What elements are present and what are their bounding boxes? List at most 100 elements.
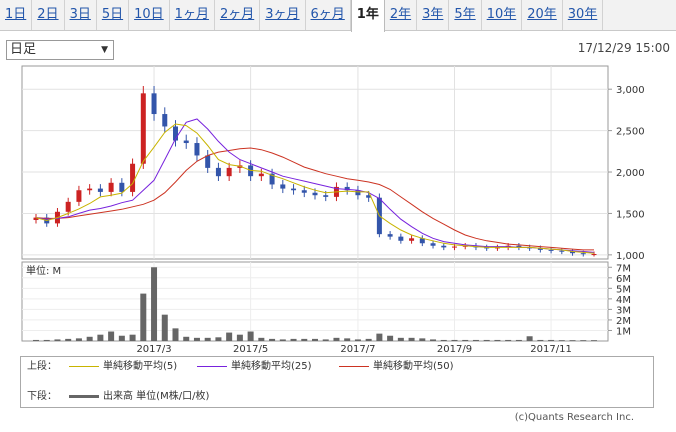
tab-period-8[interactable]: 6ヶ月 <box>306 0 351 30</box>
candle-body <box>462 245 468 247</box>
volume-bar <box>226 332 233 341</box>
volume-unit-label: 単位: M <box>26 264 61 277</box>
tab-period-12[interactable]: 5年 <box>449 0 482 30</box>
volume-bar <box>236 334 243 341</box>
tab-period-2[interactable]: 3日 <box>65 0 97 30</box>
candle-body <box>312 192 318 196</box>
period-tab-bar: 1日 2日 3日 5日 10日 1ヶ月 2ヶ月 3ヶ月 6ヶ月 1年 2年 3年 5年 10年 20年 30年 <box>0 0 676 32</box>
volume-bar <box>193 337 200 341</box>
ma5-line-swatch <box>69 365 99 367</box>
candle-body <box>430 243 436 246</box>
price-tick-label: 2,000 <box>616 168 645 179</box>
copyright-notice: (c)Quants Research Inc. <box>514 412 634 423</box>
tab-period-9[interactable]: 1年 <box>350 0 385 32</box>
volume-bar <box>279 339 286 341</box>
candle-body <box>570 251 576 254</box>
volume-bar <box>591 340 597 341</box>
tab-period-10[interactable]: 2年 <box>385 0 418 30</box>
volume-bar <box>54 339 61 341</box>
x-tick-label: 2017/3 <box>136 344 171 355</box>
candle-body <box>409 238 415 241</box>
price-tick-label: 3,000 <box>616 85 645 96</box>
volume-bar <box>419 338 426 341</box>
legend-upper-label: 上段： <box>27 361 57 372</box>
volume-bar <box>494 339 501 341</box>
legend-lower-label: 下段： <box>27 391 57 402</box>
volume-tick-label: 6M <box>616 274 631 285</box>
tab-period-14[interactable]: 20年 <box>522 0 563 30</box>
volume-bar <box>408 337 415 341</box>
candle-mode-select[interactable]: 日足 ▼ <box>6 40 114 60</box>
legend-volume-label: 出来高 単位(M株/口/枚) <box>103 391 210 402</box>
legend-ma5: 単純移動平均(5) <box>67 360 177 374</box>
candle-body <box>76 190 82 202</box>
volume-bar <box>312 338 318 341</box>
tab-period-13[interactable]: 10年 <box>482 0 523 30</box>
volume-bar <box>548 339 555 341</box>
tab-period-1[interactable]: 2日 <box>32 0 65 30</box>
tab-period-6[interactable]: 2ヶ月 <box>215 0 261 30</box>
volume-tick-label: 2M <box>616 316 631 327</box>
candle-body <box>344 186 350 191</box>
volume-tick-label: 4M <box>616 295 631 306</box>
candle-body <box>258 173 264 177</box>
volume-bar <box>483 339 490 341</box>
x-tick-label: 2017/11 <box>530 344 572 355</box>
candle-body <box>441 245 447 248</box>
ma5-line <box>35 123 595 254</box>
volume-bar-swatch <box>69 394 99 398</box>
candle-body <box>516 245 522 248</box>
candle-body <box>108 182 114 192</box>
candle-body <box>548 249 554 251</box>
volume-bar <box>354 339 361 341</box>
volume-bar <box>269 338 276 341</box>
ma50-line <box>35 147 594 251</box>
volume-bar <box>505 339 512 341</box>
tab-period-4[interactable]: 10日 <box>129 0 170 30</box>
legend-ma5-label: 単純移動平均(5) <box>103 361 178 372</box>
candle-body <box>280 184 286 189</box>
ma25-line <box>35 118 595 253</box>
candle-body <box>323 195 329 197</box>
volume-bar <box>75 338 82 341</box>
chart-legend: 上段： 単純移動平均(5) 単純移動平均(25) 単純移動平均(50) 下段： … <box>20 356 654 408</box>
candle-body <box>301 190 307 193</box>
volume-bar <box>118 335 125 341</box>
volume-bar <box>365 338 372 341</box>
candle-body <box>173 126 178 141</box>
volume-plot-frame <box>21 261 609 342</box>
candle-body <box>355 190 361 196</box>
volume-bar <box>43 339 50 341</box>
volume-bar <box>462 339 469 341</box>
last-update-timestamp: 17/12/29 15:00 <box>577 41 670 55</box>
candle-body <box>226 167 232 177</box>
x-tick-label: 2017/7 <box>340 344 375 355</box>
volume-bar <box>397 337 404 341</box>
candle-body <box>494 247 500 249</box>
candle-body <box>559 250 565 252</box>
candle-body <box>183 140 189 144</box>
candle-body <box>205 155 211 168</box>
tab-period-0[interactable]: 1日 <box>0 0 33 30</box>
volume-bar <box>258 337 265 341</box>
candle-body <box>140 93 146 164</box>
tab-period-11[interactable]: 3年 <box>417 0 450 30</box>
tab-period-5[interactable]: 1ヶ月 <box>170 0 215 30</box>
volume-bar <box>247 331 254 341</box>
volume-bar <box>569 340 576 341</box>
candle-body <box>419 238 425 244</box>
volume-bar <box>387 335 394 341</box>
tab-period-3[interactable]: 5日 <box>97 0 130 30</box>
volume-bar <box>526 336 533 341</box>
tab-period-15[interactable]: 30年 <box>563 0 604 30</box>
volume-bar <box>204 337 211 341</box>
legend-ma25-label: 単純移動平均(25) <box>231 361 312 372</box>
volume-bar <box>333 337 340 341</box>
tab-period-7[interactable]: 3ヶ月 <box>260 0 306 30</box>
candle-body <box>484 247 490 249</box>
candle-body <box>97 188 103 192</box>
candle-body <box>87 188 93 191</box>
candle-mode-value: 日足 <box>10 42 37 57</box>
x-tick-label: 2017/5 <box>233 344 268 355</box>
candle-body <box>269 173 275 185</box>
